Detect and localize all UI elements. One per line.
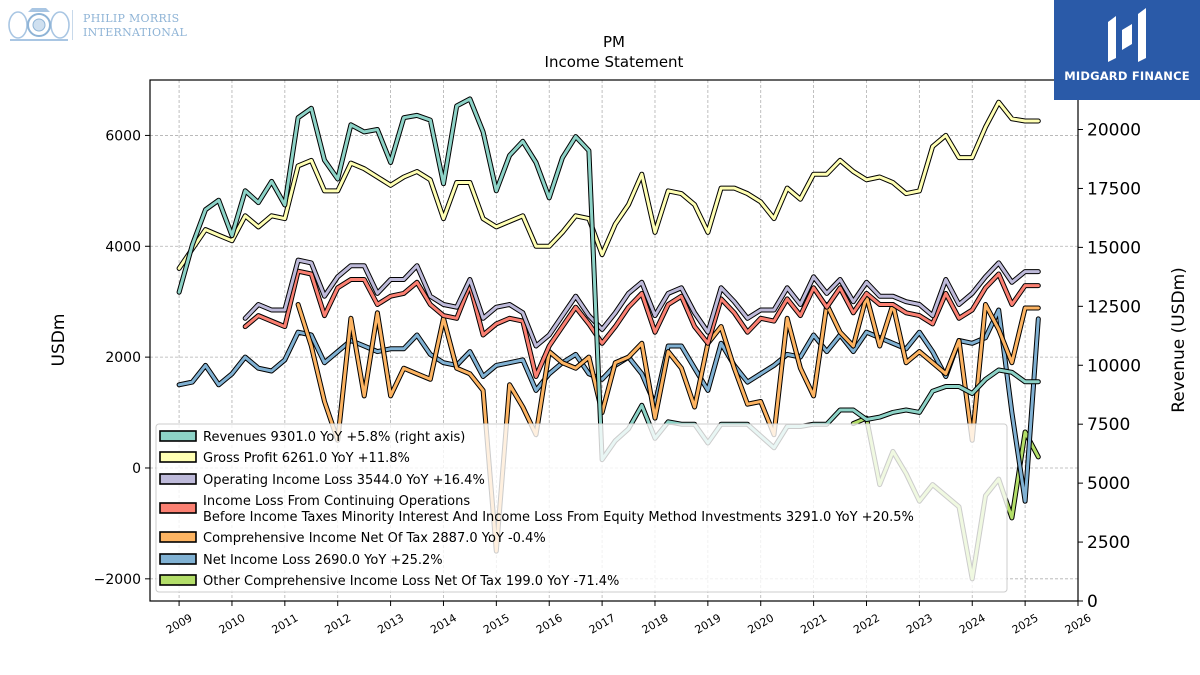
legend-label: Other Comprehensive Income Loss Net Of T… (203, 574, 619, 589)
x-tick-label: 2021 (798, 611, 829, 636)
x-axis-ticks: 2009 2010 2011 2012 2013 2014 2015 2016 2017 2018… (164, 601, 1094, 637)
y2-tick-label: 5000 (1087, 474, 1130, 494)
series-line (243, 269, 1040, 378)
y-tick-label: 6000 (105, 128, 141, 144)
series-line (177, 97, 1040, 462)
series-2 (242, 257, 1041, 349)
y2-tick-label: 2500 (1087, 533, 1130, 553)
legend: Revenues 9301.0 YoY +5.8% (right axis) Gr… (155, 423, 1008, 593)
plot-frame (149, 79, 1079, 602)
y2-tick-label: 15000 (1087, 238, 1141, 258)
x-tick-label: 2017 (587, 611, 618, 636)
y2-tick-label: 20000 (1087, 121, 1141, 141)
legend-label: Comprehensive Income Net Of Tax 2887.0 Y… (203, 531, 546, 546)
legend-label: Gross Profit 6261.0 YoY +11.8% (203, 451, 410, 466)
y-tick-label: −2000 (94, 572, 141, 588)
y2-axis-ticks: 0 2500 5000 7500 10000 12500 15000 17500 20000 (1078, 121, 1141, 612)
x-tick-label: 2018 (640, 611, 671, 636)
legend-swatch (159, 473, 197, 485)
x-tick-label: 2010 (217, 611, 248, 636)
x-tick-label: 2023 (904, 611, 935, 636)
y-axis-ticks: −2000 0 2000 4000 6000 (94, 128, 150, 588)
series-line (177, 100, 1040, 270)
series-5 (176, 307, 1041, 504)
philip-morris-logo: PHILIP MORRIS INTERNATIONAL (6, 6, 187, 44)
chart-subtitle: Income Statement (545, 53, 684, 71)
series-line-outline (176, 99, 1041, 271)
legend-swatch (159, 553, 197, 565)
series-0 (176, 96, 1041, 463)
series-4 (295, 293, 1041, 554)
series-line-outline (176, 96, 1041, 463)
x-tick-label: 2026 (1063, 611, 1094, 636)
midgard-finance-text: MIDGARD FINANCE (1064, 69, 1190, 83)
series-line (243, 258, 1040, 348)
grid-lines (150, 80, 1079, 601)
legend-label: Operating Income Loss 3544.0 YoY +16.4% (203, 473, 485, 488)
legend-label: Net Income Loss 2690.0 YoY +25.2% (203, 553, 443, 568)
crest-icon (8, 8, 70, 41)
midgard-finance-logo: MIDGARD FINANCE (1054, 0, 1200, 100)
midgard-emblem-icon (1108, 8, 1146, 62)
y-tick-label: 0 (132, 461, 141, 477)
legend-swatch (159, 574, 197, 586)
y-tick-label: 4000 (105, 239, 141, 255)
series-3 (242, 268, 1041, 379)
x-tick-label: 2015 (481, 611, 512, 636)
x-tick-label: 2014 (428, 611, 459, 636)
pmi-name-line1: PHILIP MORRIS (83, 12, 180, 25)
series-1 (176, 99, 1041, 271)
x-tick-label: 2024 (957, 611, 988, 636)
x-tick-label: 2022 (851, 611, 882, 636)
legend-swatch (159, 531, 197, 543)
legend-label: Revenues 9301.0 YoY +5.8% (right axis) (203, 430, 465, 445)
legend-swatch (159, 451, 197, 463)
legend-swatch (159, 502, 197, 514)
series-line (296, 294, 1040, 553)
x-tick-label: 2025 (1010, 611, 1041, 636)
chart-title: PM (603, 33, 625, 51)
x-tick-label: 2013 (375, 611, 406, 636)
y-tick-label: 2000 (105, 350, 141, 366)
legend-swatch (159, 430, 197, 442)
legend-label: Income Loss From Continuing Operations Be… (203, 494, 914, 525)
y2-tick-label: 12500 (1087, 297, 1141, 317)
legend-box (155, 423, 1008, 593)
x-tick-label: 2016 (534, 611, 565, 636)
y2-axis-label: Revenue (USDm) (1169, 267, 1189, 413)
x-tick-label: 2020 (745, 611, 776, 636)
y2-tick-label: 7500 (1087, 415, 1130, 435)
x-tick-label: 2012 (322, 611, 353, 636)
x-tick-label: 2019 (693, 611, 724, 636)
y2-tick-label: 17500 (1087, 179, 1141, 199)
x-tick-label: 2009 (164, 611, 195, 636)
series-line (177, 308, 1040, 503)
y2-tick-label: 0 (1087, 592, 1098, 612)
y2-tick-label: 10000 (1087, 356, 1141, 376)
pmi-name-line2: INTERNATIONAL (83, 26, 188, 39)
y-axis-label: USDm (49, 314, 69, 367)
x-tick-label: 2011 (270, 611, 301, 636)
